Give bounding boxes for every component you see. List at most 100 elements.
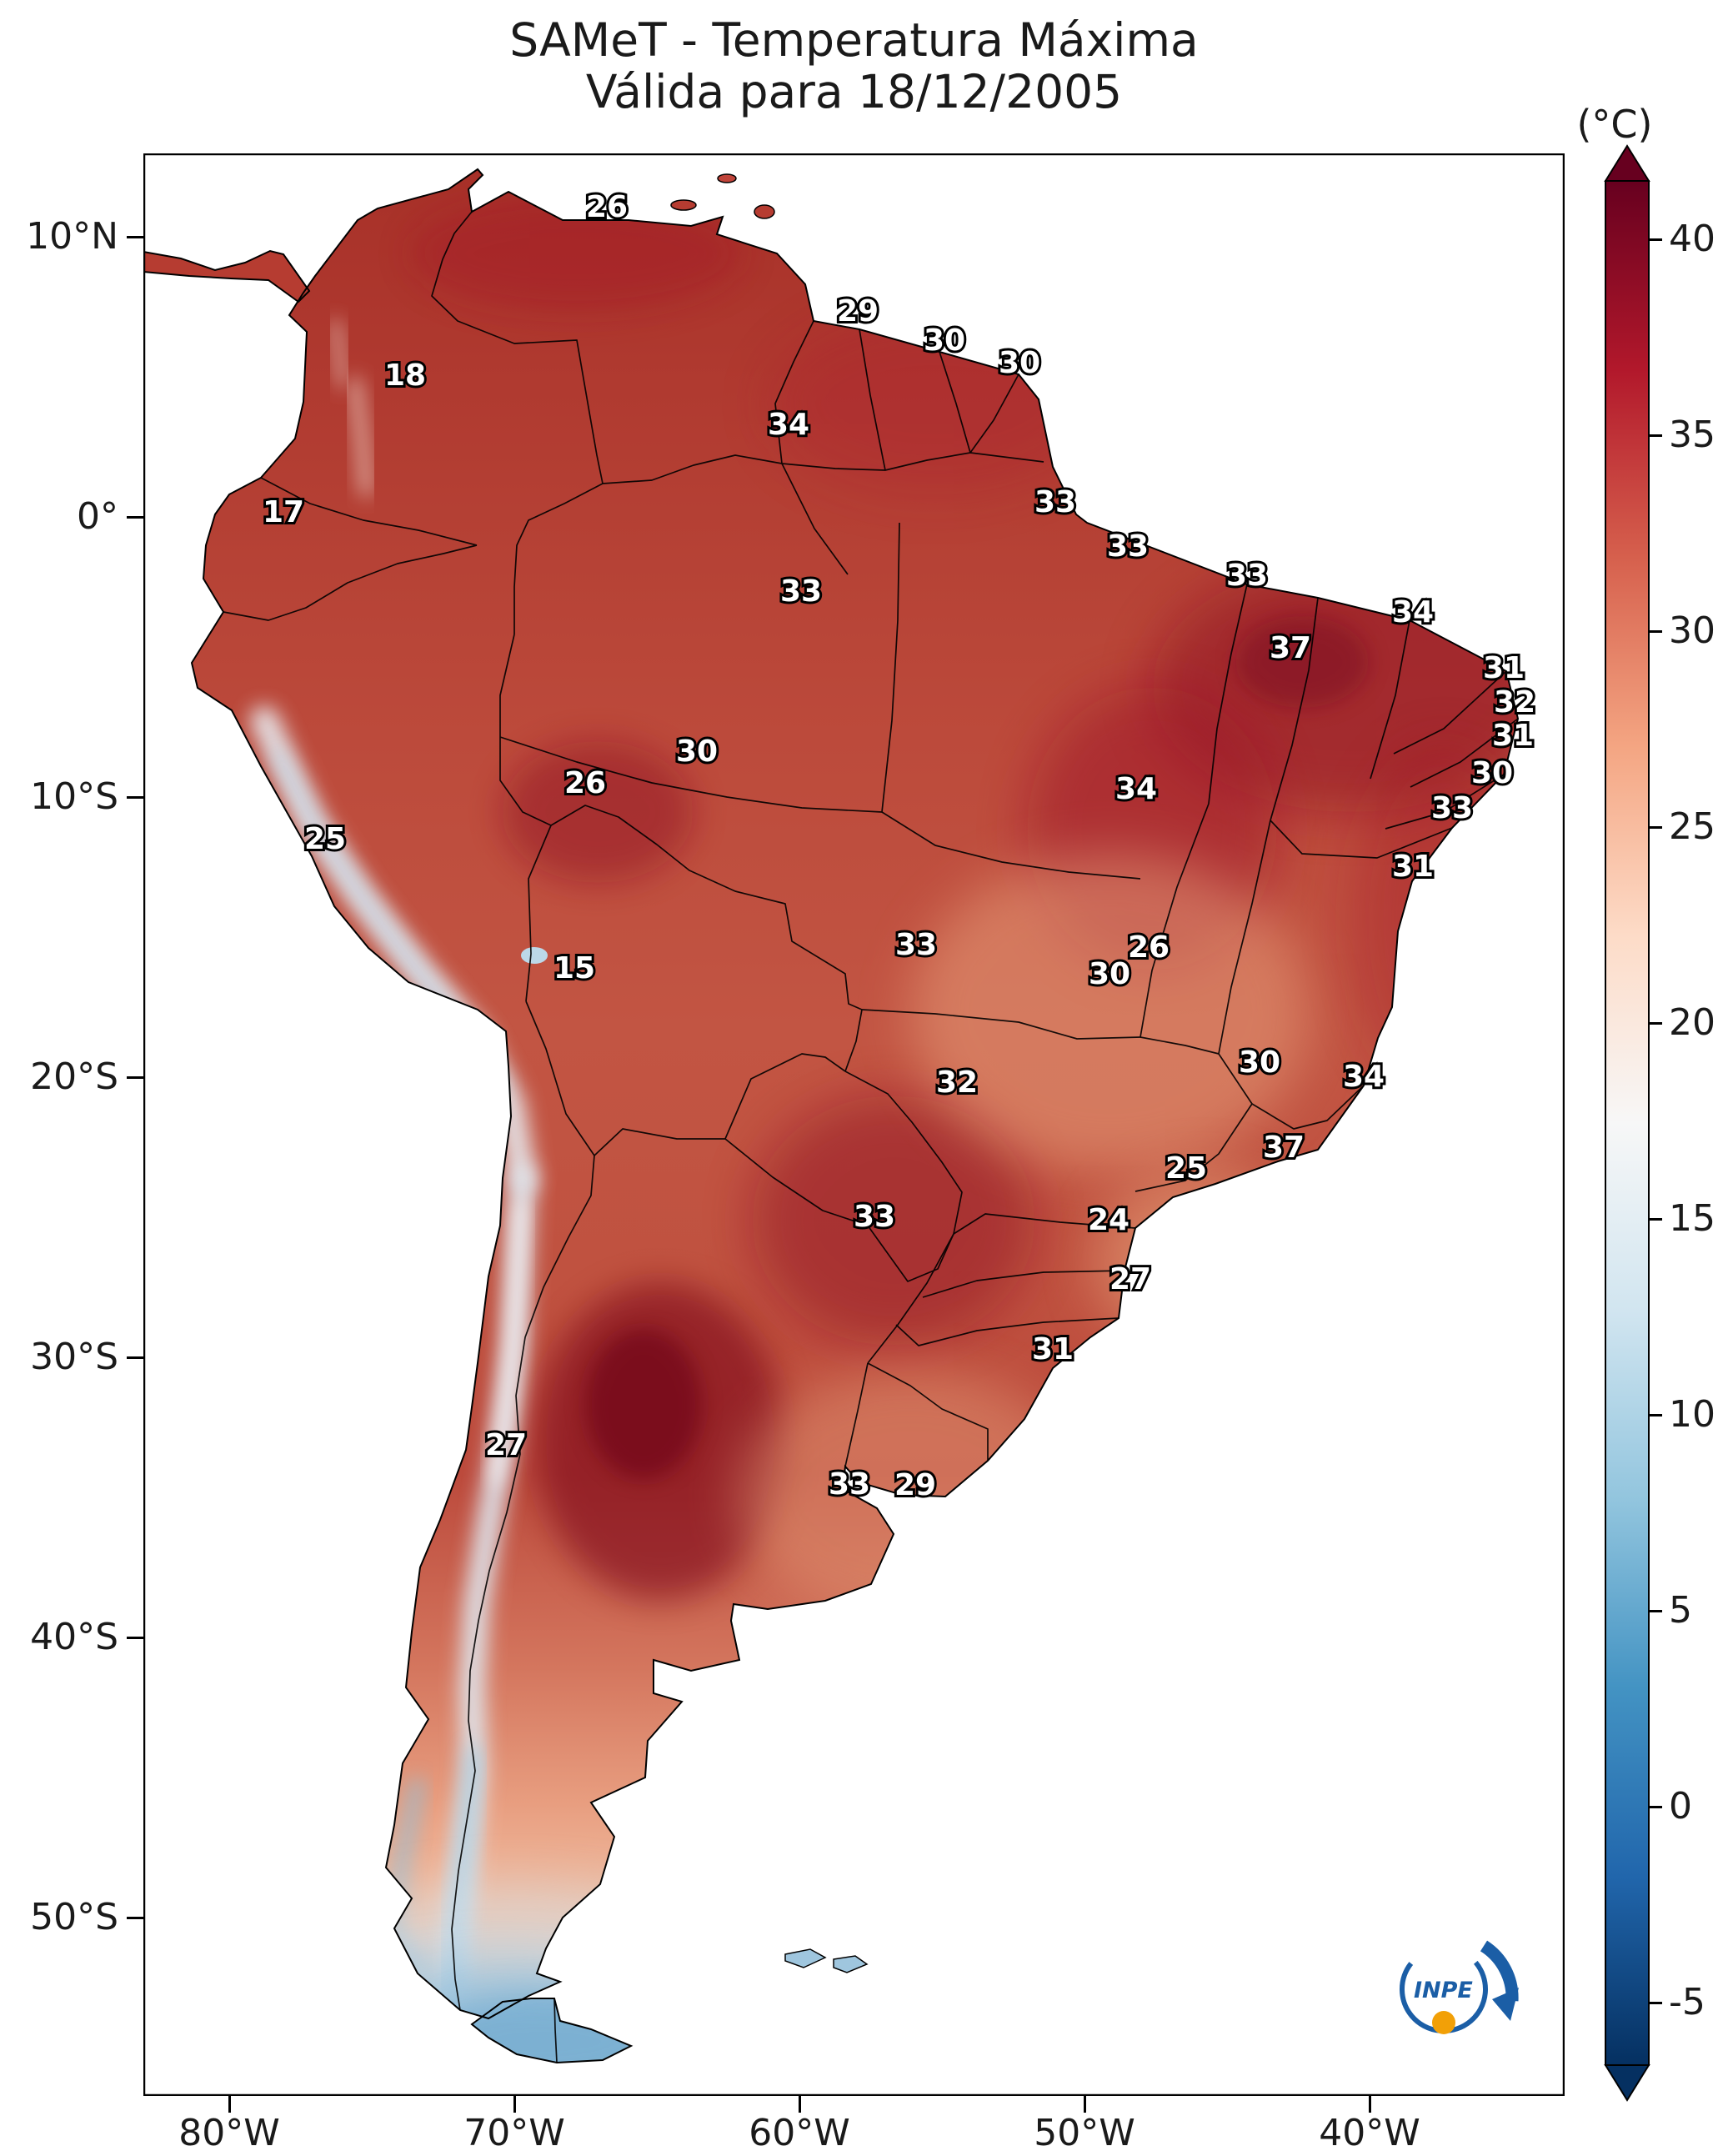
colorbar-tick xyxy=(1649,826,1662,829)
trinidad-island xyxy=(754,204,775,219)
lat-axis-label: 30°S xyxy=(30,1336,118,1378)
temperature-value-label: 33 xyxy=(854,1200,895,1234)
colorbar-tick-label: -5 xyxy=(1669,1981,1705,2023)
temperature-value-label: 17 xyxy=(263,495,304,529)
plot-frame xyxy=(143,153,1565,2097)
border-line xyxy=(861,1009,1141,1040)
temperature-value-label: 33 xyxy=(1226,559,1268,593)
temperature-value-label: 25 xyxy=(304,822,346,856)
temperature-value-label: 24 xyxy=(1088,1203,1129,1237)
temperature-value-label: 31 xyxy=(1032,1332,1074,1366)
colorbar-tick-label: 25 xyxy=(1669,805,1715,848)
lon-axis-tick xyxy=(513,2096,516,2113)
colorbar-tick-label: 20 xyxy=(1669,1001,1715,1044)
border-line xyxy=(525,1000,595,1156)
lat-axis-label: 20°S xyxy=(30,1055,118,1098)
cool-patch xyxy=(910,854,1310,1171)
inpe-logo-orbit xyxy=(1400,1945,1488,2033)
lon-axis-label: 50°W xyxy=(1034,2112,1135,2154)
temperature-value-label: 26 xyxy=(586,190,628,224)
border-line xyxy=(223,544,478,621)
lat-axis-label: 50°S xyxy=(30,1896,118,1938)
inpe-logo: INPE xyxy=(1400,1940,1519,2034)
border-line xyxy=(451,1155,595,2011)
temperature-value-label: 33 xyxy=(895,928,937,962)
border-line xyxy=(1139,803,1210,1038)
lon-axis-tick xyxy=(228,2096,231,2113)
colorbar-unit-label: (°C) xyxy=(1576,102,1653,147)
colorbar-tick-label: 35 xyxy=(1669,414,1715,456)
lat-axis-label: 10°S xyxy=(30,775,118,818)
colorbar-tick-label: 30 xyxy=(1669,609,1715,652)
temperature-value-label: 25 xyxy=(1165,1151,1207,1186)
border-line xyxy=(953,1213,1136,1235)
border-line xyxy=(1218,1053,1365,1130)
colorbar-tick xyxy=(1649,2002,1662,2004)
map-plot-area: 26 29 30 30 18 34 17 33 33 33 33 34 37 31 32 31 30 30 26 34… xyxy=(143,153,1565,2097)
border-line xyxy=(1385,774,1505,830)
lat-axis-tick xyxy=(127,236,143,238)
temperature-value-label: 29 xyxy=(837,294,879,328)
border-line xyxy=(602,452,1044,484)
lon-axis-tick xyxy=(799,2096,801,2113)
lat-axis-tick xyxy=(127,1356,143,1359)
border-line xyxy=(844,1362,869,1467)
border-line xyxy=(1370,619,1410,780)
temperature-value-label: 31 xyxy=(1492,719,1534,753)
temperature-value-label: 33 xyxy=(1107,529,1149,564)
temperature-value-label: 34 xyxy=(1343,1060,1385,1094)
lon-axis-label: 60°W xyxy=(749,2112,850,2154)
lon-axis-tick xyxy=(1369,2096,1371,2113)
temperature-value-label: 31 xyxy=(1392,850,1434,884)
temperature-value-label: 29 xyxy=(894,1468,936,1502)
lat-axis-tick xyxy=(127,1637,143,1639)
lat-axis-tick xyxy=(127,796,143,799)
caribbean-island xyxy=(717,173,737,183)
country-and-state-borders xyxy=(223,211,1519,2063)
temperature-value-label: 18 xyxy=(384,358,426,393)
temperature-value-label: 37 xyxy=(1270,631,1311,665)
border-line xyxy=(881,811,1141,880)
border-line xyxy=(260,477,478,546)
falkland-island-west xyxy=(784,1948,827,1968)
colorbar-tick xyxy=(1649,630,1662,633)
temperature-value-label: 37 xyxy=(1263,1131,1305,1165)
border-line xyxy=(1218,820,1271,1055)
temperature-value-label: 32 xyxy=(936,1065,978,1100)
temperature-value-label: 33 xyxy=(829,1467,870,1502)
heat-patch xyxy=(1235,616,1369,708)
colorbar xyxy=(1604,144,1650,2102)
colorbar-tick xyxy=(1649,1022,1662,1025)
andes-snow-strip xyxy=(490,1199,525,1484)
colorbar-extend-bottom xyxy=(1604,2064,1650,2102)
lat-axis-label: 0° xyxy=(77,495,118,538)
border-line xyxy=(1270,820,1453,859)
lat-axis-label: 40°S xyxy=(30,1616,118,1658)
border-line xyxy=(881,522,900,813)
border-line xyxy=(844,1070,963,1235)
temperature-value-label: 27 xyxy=(485,1428,527,1462)
colorbar-extend-top xyxy=(1604,144,1650,182)
border-line xyxy=(594,1128,725,1156)
border-line xyxy=(1134,1103,1253,1192)
border-line xyxy=(724,1053,846,1140)
temperature-value-label: 26 xyxy=(1128,930,1170,965)
temperature-value-label: 34 xyxy=(1392,595,1434,629)
border-line xyxy=(553,1998,558,2063)
inpe-logo-orange-dot xyxy=(1432,2011,1455,2034)
border-line xyxy=(859,328,886,471)
border-line xyxy=(1393,670,1507,755)
temperature-value-label: 31 xyxy=(1483,651,1525,685)
border-line xyxy=(1410,718,1519,788)
border-line xyxy=(1208,584,1248,805)
temperature-value-label: 27 xyxy=(1109,1262,1151,1296)
border-line xyxy=(431,211,604,484)
border-line xyxy=(781,463,849,575)
border-line xyxy=(774,320,814,464)
border-line xyxy=(939,351,971,454)
temperature-value-label: 30 xyxy=(1089,957,1130,991)
temperature-value-label: 30 xyxy=(676,735,718,769)
temperature-value-label: 26 xyxy=(564,766,606,800)
